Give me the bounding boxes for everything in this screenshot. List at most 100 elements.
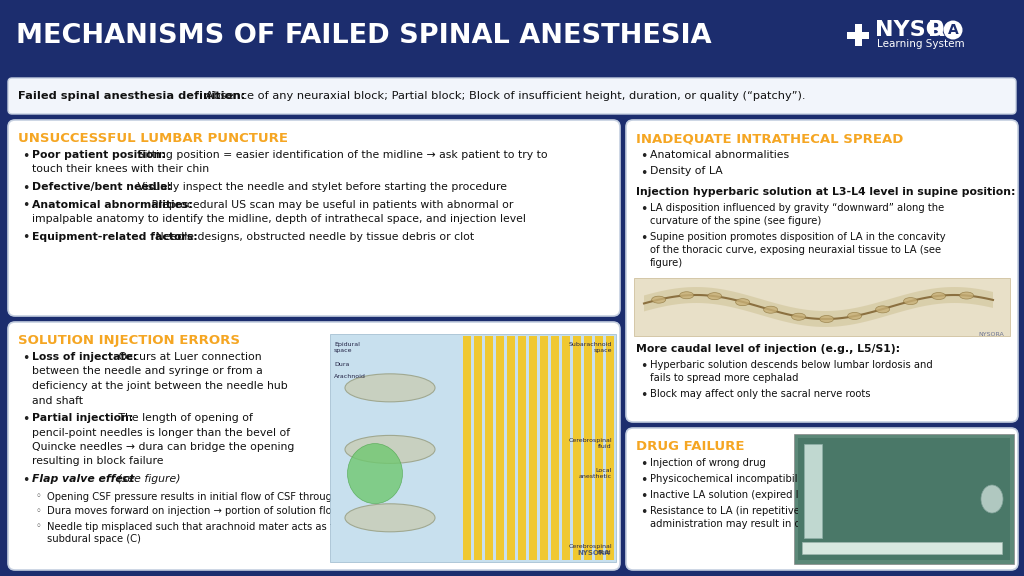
Text: The length of opening of: The length of opening of — [115, 413, 253, 423]
Circle shape — [943, 21, 963, 40]
Text: Partial injection:: Partial injection: — [32, 413, 133, 423]
Ellipse shape — [347, 444, 402, 503]
Text: •: • — [640, 360, 647, 373]
Text: •: • — [640, 166, 647, 180]
Text: Dura: Dura — [334, 362, 349, 367]
Text: pencil-point needles is longer than the bevel of: pencil-point needles is longer than the … — [32, 427, 290, 438]
Text: subdural space (C): subdural space (C) — [47, 535, 141, 544]
Bar — [507, 336, 515, 560]
Text: NYSORA: NYSORA — [578, 550, 610, 556]
Text: fails to spread more cephalad: fails to spread more cephalad — [650, 373, 799, 383]
Text: Local
anesthetic: Local anesthetic — [579, 468, 612, 479]
Ellipse shape — [680, 291, 693, 299]
Text: Injection hyperbaric solution at L3-L4 level in supine position:: Injection hyperbaric solution at L3-L4 l… — [636, 187, 1016, 197]
Text: •: • — [640, 203, 647, 216]
Ellipse shape — [819, 316, 834, 323]
Text: Dura moves forward on injection → portion of solution flows into epidural space : Dura moves forward on injection → portio… — [47, 506, 462, 517]
Text: impalpable anatomy to identify the midline, depth of intrathecal space, and inje: impalpable anatomy to identify the midli… — [32, 214, 526, 224]
FancyBboxPatch shape — [8, 322, 620, 570]
FancyBboxPatch shape — [626, 428, 1018, 570]
Ellipse shape — [981, 485, 1002, 513]
Text: Equipment-related factors:: Equipment-related factors: — [32, 232, 198, 241]
Text: •: • — [22, 352, 30, 365]
Bar — [802, 542, 1002, 554]
Text: deficiency at the joint between the needle hub: deficiency at the joint between the need… — [32, 381, 288, 391]
Text: between the needle and syringe or from a: between the needle and syringe or from a — [32, 366, 263, 377]
Text: •: • — [640, 458, 647, 471]
Text: Hyperbaric solution descends below lumbar lordosis and: Hyperbaric solution descends below lumba… — [650, 360, 933, 370]
Text: UNSUCCESSFUL LUMBAR PUNCTURE: UNSUCCESSFUL LUMBAR PUNCTURE — [18, 132, 288, 145]
Text: •: • — [22, 150, 30, 163]
Text: Flap valve effect: Flap valve effect — [32, 474, 134, 484]
Text: Poor patient position:: Poor patient position: — [32, 150, 166, 160]
FancyBboxPatch shape — [626, 120, 1018, 422]
Text: Quincke needles → dura can bridge the opening: Quincke needles → dura can bridge the op… — [32, 442, 294, 452]
Bar — [847, 32, 869, 39]
Bar — [485, 336, 493, 560]
Bar — [540, 336, 548, 560]
Text: Needle designs, obstructed needle by tissue debris or clot: Needle designs, obstructed needle by tis… — [153, 232, 474, 241]
Text: •: • — [22, 474, 30, 487]
Ellipse shape — [651, 296, 666, 303]
Text: Occurs at Luer connection: Occurs at Luer connection — [115, 352, 262, 362]
Text: Resistance to LA (in repetitive: Resistance to LA (in repetitive — [650, 506, 800, 516]
Text: •: • — [640, 490, 647, 503]
Ellipse shape — [932, 293, 945, 300]
Bar — [794, 434, 1014, 564]
Ellipse shape — [345, 504, 435, 532]
Text: Subarachnoid
space: Subarachnoid space — [568, 342, 612, 353]
Text: Defective/bent needle:: Defective/bent needle: — [32, 182, 172, 192]
Text: More caudal level of injection (e.g., L5/S1):: More caudal level of injection (e.g., L5… — [636, 344, 900, 354]
Text: and shaft: and shaft — [32, 396, 83, 406]
Text: Arachnoid: Arachnoid — [334, 374, 366, 379]
Text: resulting in block failure: resulting in block failure — [32, 457, 164, 467]
Bar — [529, 336, 537, 560]
Text: of the thoracic curve, exposing neuraxial tissue to LA (see: of the thoracic curve, exposing neuraxia… — [650, 245, 941, 255]
Text: LA disposition influenced by gravity “downward” along the: LA disposition influenced by gravity “do… — [650, 203, 944, 213]
Text: figure): figure) — [650, 258, 683, 268]
Text: R: R — [928, 20, 945, 40]
Bar — [0, 0, 1024, 72]
Text: Sitting position = easier identification of the midline → ask patient to try to: Sitting position = easier identification… — [134, 150, 547, 160]
Text: Visually inspect the needle and stylet before starting the procedure: Visually inspect the needle and stylet b… — [134, 182, 507, 192]
Text: touch their knees with their chin: touch their knees with their chin — [32, 165, 209, 175]
Text: Inactive LA solution (expired lot): Inactive LA solution (expired lot) — [650, 490, 812, 500]
Text: curvature of the spine (see figure): curvature of the spine (see figure) — [650, 216, 821, 226]
Bar — [551, 336, 559, 560]
Ellipse shape — [848, 312, 861, 320]
Bar — [463, 336, 471, 560]
Bar — [474, 336, 482, 560]
Text: Anatomical abnormalities:: Anatomical abnormalities: — [32, 199, 193, 210]
Text: Needle tip misplaced such that arachnoid mater acts as flap valve → LA spreads i: Needle tip misplaced such that arachnoid… — [47, 521, 471, 532]
Text: •: • — [22, 199, 30, 213]
Ellipse shape — [876, 306, 890, 313]
Text: Failed spinal anesthesia definition:: Failed spinal anesthesia definition: — [18, 91, 246, 101]
Bar — [496, 336, 504, 560]
Ellipse shape — [345, 435, 435, 464]
Text: Opening CSF pressure results in initial flow of CSF through needle (A): Opening CSF pressure results in initial … — [47, 491, 393, 502]
Text: administration may result in desensitization): administration may result in desensitiza… — [650, 519, 873, 529]
Text: Epidural
space: Epidural space — [334, 342, 359, 353]
Bar — [584, 336, 592, 560]
Bar — [573, 336, 581, 560]
FancyBboxPatch shape — [8, 120, 620, 316]
Text: •: • — [22, 413, 30, 426]
Ellipse shape — [903, 298, 918, 305]
Bar — [518, 336, 526, 560]
Text: Cerebrospinal
fluid: Cerebrospinal fluid — [568, 438, 612, 449]
Text: Density of LA: Density of LA — [650, 166, 723, 176]
Text: •: • — [640, 474, 647, 487]
Text: A: A — [947, 23, 958, 37]
Text: •: • — [640, 150, 647, 163]
Text: NYSO: NYSO — [874, 20, 944, 40]
Text: NYSORA: NYSORA — [978, 332, 1004, 337]
Text: Supine position promotes disposition of LA in the concavity: Supine position promotes disposition of … — [650, 232, 945, 242]
Text: INADEQUATE INTRATHECAL SPREAD: INADEQUATE INTRATHECAL SPREAD — [636, 132, 903, 145]
Ellipse shape — [764, 306, 777, 313]
Text: •: • — [22, 182, 30, 195]
Text: •: • — [22, 232, 30, 244]
Text: Preprocedural US scan may be useful in patients with abnormal or: Preprocedural US scan may be useful in p… — [147, 199, 513, 210]
Ellipse shape — [345, 374, 435, 402]
Bar — [606, 336, 614, 560]
Ellipse shape — [959, 292, 974, 299]
